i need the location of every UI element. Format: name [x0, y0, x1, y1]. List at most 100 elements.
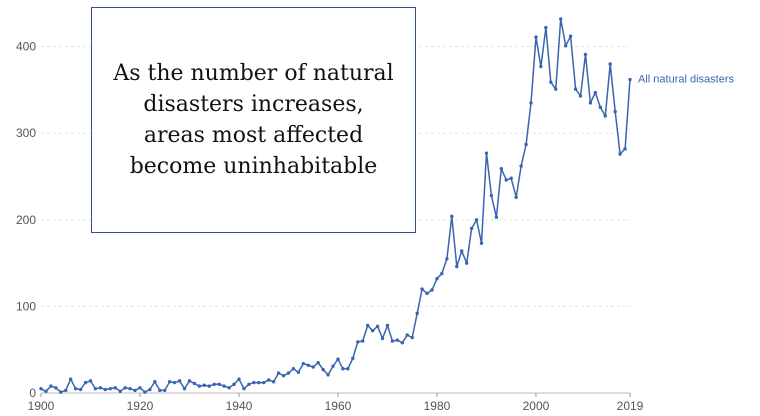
data-point [187, 379, 192, 383]
data-point [311, 365, 315, 369]
data-point [336, 357, 340, 361]
data-point [489, 193, 494, 198]
x-tick-label: 1920 [127, 399, 154, 413]
data-point [316, 360, 320, 365]
data-point [420, 287, 424, 291]
data-point [341, 367, 345, 371]
data-point [568, 34, 573, 38]
data-point [88, 379, 93, 383]
data-point [534, 35, 538, 39]
data-point [504, 178, 508, 182]
data-point [232, 382, 236, 387]
data-point [44, 389, 48, 393]
data-point [519, 164, 523, 168]
data-point [400, 341, 405, 345]
data-point [207, 384, 211, 388]
data-point [494, 215, 499, 219]
data-point [415, 311, 419, 316]
data-point [59, 390, 63, 394]
data-point [460, 249, 464, 253]
data-point [603, 114, 607, 118]
data-point [242, 386, 246, 391]
data-point [78, 387, 83, 392]
data-point [197, 384, 202, 388]
data-point [410, 335, 414, 340]
data-point [405, 333, 409, 337]
data-point [573, 87, 578, 91]
data-point [514, 195, 518, 200]
data-point [133, 388, 137, 393]
data-point [108, 386, 112, 391]
data-point [430, 288, 434, 292]
data-point [578, 94, 583, 98]
data-point [618, 152, 622, 156]
data-point [588, 101, 593, 105]
data-point [103, 387, 108, 392]
data-point [370, 328, 375, 333]
data-point [182, 386, 187, 391]
data-point [455, 264, 459, 269]
data-point [356, 340, 360, 344]
data-point [83, 380, 88, 385]
data-point [98, 386, 103, 390]
data-point [549, 80, 553, 84]
x-tick-label: 1980 [424, 399, 451, 413]
data-point [544, 25, 548, 30]
x-tick-label: 1940 [226, 399, 253, 413]
data-point [395, 338, 400, 342]
data-point [177, 379, 182, 383]
data-point [291, 367, 296, 371]
x-tick-label: 2000 [523, 399, 550, 413]
data-point [509, 176, 513, 180]
data-point [192, 381, 197, 386]
data-point [212, 382, 216, 387]
data-point [628, 77, 632, 82]
data-point [361, 339, 365, 343]
data-point [202, 383, 207, 387]
data-point [247, 382, 251, 387]
data-point [49, 384, 53, 388]
data-point [563, 44, 568, 48]
y-tick-label: 300 [16, 126, 36, 140]
data-point [450, 214, 454, 219]
data-point [301, 361, 306, 366]
data-point [93, 386, 98, 391]
data-point [425, 291, 429, 296]
data-point [276, 371, 281, 375]
data-point [123, 386, 127, 390]
data-point [623, 147, 627, 151]
data-point [583, 52, 588, 57]
x-axis: 1900 1920 1940 1960 1980 2000 2019 [28, 393, 644, 413]
data-point [346, 367, 350, 371]
data-point [539, 64, 543, 69]
data-point [73, 386, 78, 391]
x-tick-label: 1960 [325, 399, 352, 413]
data-point [266, 378, 271, 382]
data-point [128, 386, 132, 391]
data-point [469, 226, 474, 231]
y-tick-label: 400 [16, 40, 36, 54]
data-point [222, 384, 226, 388]
data-point [499, 167, 504, 171]
data-point [593, 90, 598, 95]
data-point [479, 241, 484, 245]
data-point [286, 371, 291, 375]
data-point [281, 373, 286, 378]
data-point [257, 380, 261, 385]
annotation-text: As the number of natural disasters incre… [113, 60, 394, 180]
data-point [158, 388, 162, 393]
data-point [440, 271, 444, 276]
annotation-box: As the number of natural disasters incre… [91, 7, 416, 233]
data-point [172, 380, 177, 385]
data-point [148, 387, 152, 392]
data-point [271, 380, 276, 384]
data-point [435, 277, 439, 281]
data-point [227, 386, 231, 390]
data-point [474, 218, 479, 222]
data-point [484, 151, 489, 155]
data-point [464, 261, 469, 265]
data-point [598, 105, 603, 109]
data-point [237, 377, 241, 381]
y-axis: 0 100 200 300 400 [16, 40, 36, 400]
